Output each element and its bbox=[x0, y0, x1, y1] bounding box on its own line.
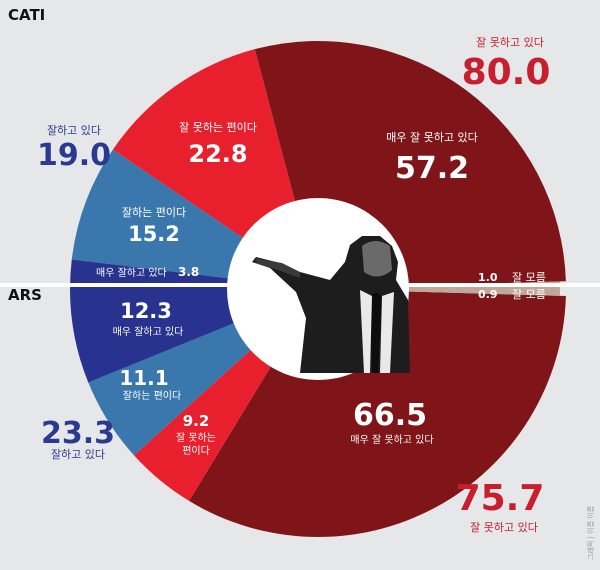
top-good-value: 15.2 bbox=[128, 222, 180, 246]
bottom-very_good-label: 매우 잘하고 있다 bbox=[113, 325, 184, 338]
bottom-unknown-value: 0.9 bbox=[478, 288, 498, 301]
ars-bad-total-value: 75.7 bbox=[456, 478, 545, 519]
top-very_good-label: 매우 잘하고 있다 bbox=[96, 266, 167, 279]
top-very_bad-label: 매우 잘 못하고 있다 bbox=[386, 130, 477, 144]
bottom-very_good-value: 12.3 bbox=[120, 299, 172, 323]
cati-good-total-label: 잘하고 있다 bbox=[47, 123, 101, 137]
bottom-good-value: 11.1 bbox=[119, 366, 168, 390]
top-good-label: 잘하는 편이다 bbox=[122, 205, 186, 219]
bottom-very_bad-value: 66.5 bbox=[353, 398, 427, 433]
top-bad-value: 22.8 bbox=[188, 140, 247, 168]
bottom-very_bad-label: 매우 잘 못하고 있다 bbox=[350, 433, 433, 446]
cati-title: CATI bbox=[8, 6, 45, 24]
bottom-bad-value: 9.2 bbox=[183, 412, 210, 430]
cati-bad-total-value: 80.0 bbox=[462, 52, 551, 93]
pointing-person-figure bbox=[252, 236, 410, 373]
credit-text: 그래픽 | 이름 이름 bbox=[586, 505, 595, 560]
ars-good-total-value: 23.3 bbox=[41, 416, 115, 451]
top-unknown-label: 잘 모름 bbox=[512, 271, 546, 284]
bottom-bad-label-2: 편이다 bbox=[182, 445, 210, 457]
cati-bad-total-label: 잘 못하고 있다 bbox=[476, 35, 544, 49]
top-bad-label: 잘 못하는 편이다 bbox=[179, 120, 257, 134]
ars-title: ARS bbox=[8, 286, 42, 304]
cati-good-total-value: 19.0 bbox=[37, 138, 111, 173]
bottom-unknown-label: 잘 모름 bbox=[512, 288, 546, 301]
top-very_bad-value: 57.2 bbox=[395, 151, 469, 186]
ars-good-total-label: 잘하고 있다 bbox=[51, 447, 105, 461]
top-very_good-value: 3.8 bbox=[178, 265, 199, 279]
top-unknown-value: 1.0 bbox=[478, 271, 498, 284]
bottom-bad-label: 잘 못하는 bbox=[176, 431, 216, 444]
ars-bad-total-label: 잘 못하고 있다 bbox=[470, 520, 538, 534]
bottom-good-label: 잘하는 편이다 bbox=[123, 389, 181, 402]
